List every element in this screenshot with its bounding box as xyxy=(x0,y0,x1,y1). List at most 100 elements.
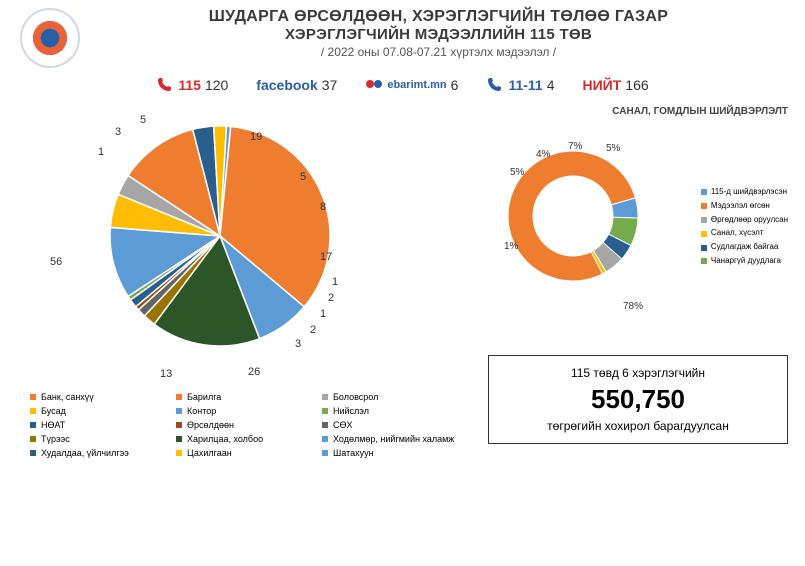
legend-swatch xyxy=(701,217,707,223)
stat-115: 115 120 xyxy=(156,76,228,94)
legend-swatch xyxy=(701,258,707,264)
legend-label: Өргөдлөөр оруулсан xyxy=(711,214,788,227)
legend-label: Түрээс xyxy=(41,434,70,444)
phone-icon xyxy=(156,76,174,94)
legend-label: СӨХ xyxy=(333,420,353,430)
legend-item: Цахилгаан xyxy=(176,448,314,458)
legend-label: Худалдаа, үйлчилгээ xyxy=(41,448,129,458)
legend-label: Шатахуун xyxy=(333,448,374,458)
legend-swatch xyxy=(322,422,328,428)
legend-item: Ходөлмөр, нийгмийн халамж xyxy=(322,434,460,444)
donut-value-label: 5% xyxy=(606,143,620,154)
pie-value-label: 3 xyxy=(115,126,121,138)
legend-label: Контор xyxy=(187,406,216,416)
pie-value-label: 13 xyxy=(160,368,172,380)
title-block: ШУДАРГА ӨРСӨЛДӨӨН, ХЭРЭГЛЭГЧИЙН ТӨЛӨӨ ГА… xyxy=(92,8,785,59)
legend-swatch xyxy=(176,422,182,428)
legend-label: НӨАТ xyxy=(41,420,65,430)
legend-swatch xyxy=(176,394,182,400)
legend-item: Худалдаа, үйлчилгээ xyxy=(30,448,168,458)
legend-swatch xyxy=(30,394,36,400)
pie-value-label: 56 xyxy=(50,256,62,268)
title-line2: ХЭРЭГЛЭГЧИЙН МЭДЭЭЛЛИЙН 115 ТӨВ xyxy=(92,26,785,43)
legend-item: Боловсрол xyxy=(322,392,460,402)
donut-legend-item: Өргөдлөөр оруулсан xyxy=(701,214,788,227)
donut-legend: 115-д шийдвэрлэсэнМэдээлэл өгсөнӨргөдлөө… xyxy=(701,186,788,269)
stats-row: 115 120 facebook 37 ebarimt.mn 6 11-11 4… xyxy=(20,76,785,94)
legend-item: НӨАТ xyxy=(30,420,168,430)
resolution-donut-chart: 78%5%7%4%5%1% 115-д шийдвэрлэсэнМэдээлэл… xyxy=(488,131,788,341)
legend-label: 115-д шийдвэрлэсэн xyxy=(711,186,787,199)
legend-swatch xyxy=(701,203,707,209)
legend-label: Чанаргүй дуудлага xyxy=(711,255,781,268)
legend-item: Түрээс xyxy=(30,434,168,444)
legend-label: Нийслэл xyxy=(333,406,369,416)
legend-item: Барилга xyxy=(176,392,314,402)
donut-legend-item: Мэдээлэл өгсөн xyxy=(701,200,788,213)
legend-label: Ходөлмөр, нийгмийн халамж xyxy=(333,434,454,444)
legend-label: Мэдээлэл өгсөн xyxy=(711,200,770,213)
pie-value-label: 19 xyxy=(250,131,262,143)
pie-value-label: 3 xyxy=(295,338,301,350)
legend-item: Банк, санхүү xyxy=(30,392,168,402)
legend-swatch xyxy=(176,436,182,442)
legend-label: Боловсрол xyxy=(333,392,378,402)
pie-value-label: 8 xyxy=(320,201,326,213)
legend-label: Цахилгаан xyxy=(187,448,232,458)
legend-swatch xyxy=(701,231,707,237)
legend-swatch xyxy=(322,436,328,442)
ebarimt-icon xyxy=(365,76,383,94)
legend-item: Өрсөлдөөн xyxy=(176,420,314,430)
legend-item: Контор xyxy=(176,406,314,416)
legend-label: Санал, хүсэлт xyxy=(711,227,764,240)
donut-value-label: 78% xyxy=(623,301,643,312)
title-line1: ШУДАРГА ӨРСӨЛДӨӨН, ХЭРЭГЛЭГЧИЙН ТӨЛӨӨ ГА… xyxy=(92,8,785,26)
pie-value-label: 26 xyxy=(248,366,260,378)
left-column: 56195817121232613531 Банк, санхүүБарилга… xyxy=(20,106,470,458)
donut-value-label: 4% xyxy=(536,149,550,160)
pie-value-label: 5 xyxy=(140,114,146,126)
pie-value-label: 1 xyxy=(320,308,326,320)
legend-swatch xyxy=(30,422,36,428)
donut-legend-item: Судлагдаж байгаа xyxy=(701,241,788,254)
agency-logo xyxy=(20,8,80,68)
pie-value-label: 5 xyxy=(300,171,306,183)
phone-icon xyxy=(486,76,504,94)
legend-label: Харилцаа, холбоо xyxy=(187,434,263,444)
right-column: САНАЛ, ГОМДЛЫН ШИЙДВЭРЛЭЛТ 78%5%7%4%5%1%… xyxy=(488,106,788,458)
main-content: 56195817121232613531 Банк, санхүүБарилга… xyxy=(20,106,785,458)
legend-swatch xyxy=(701,189,707,195)
donut-value-label: 5% xyxy=(510,167,524,178)
pie-value-label: 1 xyxy=(98,146,104,158)
legend-swatch xyxy=(30,450,36,456)
legend-swatch xyxy=(322,450,328,456)
legend-swatch xyxy=(322,408,328,414)
donut-title: САНАЛ, ГОМДЛЫН ШИЙДВЭРЛЭЛТ xyxy=(488,106,788,117)
callout-line2: төгрөгийн хохирол барагдуулсан xyxy=(503,419,773,433)
legend-label: Банк, санхүү xyxy=(41,392,94,402)
legend-swatch xyxy=(176,450,182,456)
stat-1111: 11-11 4 xyxy=(486,76,554,94)
legend-swatch xyxy=(30,436,36,442)
legend-swatch xyxy=(701,245,707,251)
callout-amount: 550,750 xyxy=(503,384,773,415)
date-range: / 2022 оны 07.08-07.21 хүртэлх мэдээлэл … xyxy=(92,45,785,59)
category-pie-chart: 56195817121232613531 xyxy=(20,106,470,386)
donut-legend-item: Чанаргүй дуудлага xyxy=(701,255,788,268)
legend-swatch xyxy=(30,408,36,414)
pie-value-label: 2 xyxy=(310,324,316,336)
infographic-page: ШУДАРГА ӨРСӨЛДӨӨН, ХЭРЭГЛЭГЧИЙН ТӨЛӨӨ ГА… xyxy=(0,0,805,566)
legend-item: Бусад xyxy=(30,406,168,416)
legend-item: Шатахуун xyxy=(322,448,460,458)
legend-label: Барилга xyxy=(187,392,221,402)
pie-value-label: 1 xyxy=(332,276,338,288)
pie-value-label: 17 xyxy=(320,251,332,263)
legend-swatch xyxy=(322,394,328,400)
donut-legend-item: 115-д шийдвэрлэсэн xyxy=(701,186,788,199)
stat-facebook: facebook 37 xyxy=(256,77,337,93)
donut-value-label: 1% xyxy=(504,241,518,252)
donut-legend-item: Санал, хүсэлт xyxy=(701,227,788,240)
stat-ebarimt: ebarimt.mn 6 xyxy=(365,76,458,94)
pie-legend: Банк, санхүү Барилга Боловсрол Бусад Контор Н… xyxy=(20,392,470,458)
pie-value-label: 2 xyxy=(328,292,334,304)
